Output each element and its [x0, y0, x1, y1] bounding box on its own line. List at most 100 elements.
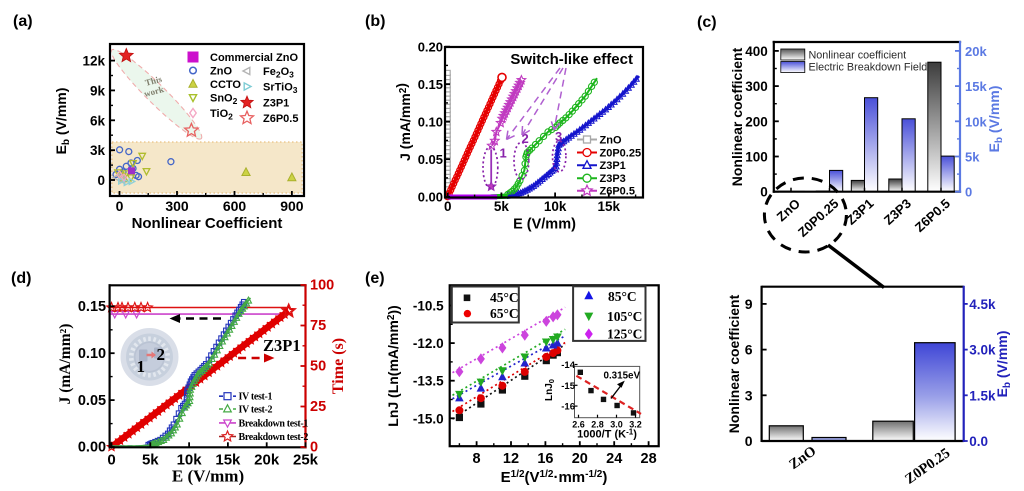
svg-text:(b): (b) [365, 13, 385, 30]
svg-text:3: 3 [745, 387, 753, 403]
svg-text:50: 50 [310, 359, 326, 375]
svg-text:900: 900 [280, 198, 304, 214]
svg-text:-15.0: -15.0 [413, 411, 444, 426]
svg-text:(e): (e) [365, 270, 385, 287]
svg-text:Z0P0.25: Z0P0.25 [902, 445, 953, 487]
svg-text:Z0P0.25: Z0P0.25 [600, 148, 642, 160]
svg-text:(d): (d) [11, 270, 31, 287]
svg-text:ZnO: ZnO [774, 196, 803, 225]
svg-text:LnJ0: LnJ0 [544, 379, 556, 401]
svg-text:Breakdown test-2: Breakdown test-2 [239, 432, 309, 443]
svg-text:25k: 25k [293, 452, 319, 469]
svg-text:0.20: 0.20 [418, 40, 443, 55]
svg-text:Eb (V/mm): Eb (V/mm) [986, 86, 1005, 153]
svg-text:0: 0 [760, 185, 768, 200]
svg-text:20k: 20k [965, 44, 987, 59]
svg-text:Z3P1: Z3P1 [843, 196, 876, 228]
svg-text:9k: 9k [90, 83, 106, 98]
svg-text:-10.5: -10.5 [413, 299, 444, 314]
svg-text:6k: 6k [90, 113, 106, 128]
svg-text:1: 1 [137, 357, 146, 376]
svg-text:200: 200 [745, 114, 768, 129]
svg-text:3.0k: 3.0k [969, 343, 996, 358]
svg-text:0: 0 [965, 185, 972, 200]
svg-text:Nonlinear Coefficient: Nonlinear Coefficient [132, 215, 283, 232]
svg-text:0: 0 [444, 199, 452, 214]
svg-text:20: 20 [572, 451, 588, 467]
svg-text:0.315eV: 0.315eV [604, 371, 641, 382]
svg-text:0: 0 [745, 433, 753, 449]
svg-text:0.10: 0.10 [78, 346, 106, 362]
svg-text:0: 0 [310, 440, 318, 456]
svg-text:3: 3 [555, 129, 562, 144]
svg-text:3.2: 3.2 [629, 420, 642, 430]
svg-text:0: 0 [107, 452, 115, 469]
svg-text:0.15: 0.15 [418, 77, 443, 92]
svg-text:3k: 3k [90, 143, 106, 158]
svg-text:300: 300 [165, 198, 189, 214]
svg-text:Z6P0.5: Z6P0.5 [263, 113, 298, 125]
svg-text:4.5k: 4.5k [969, 297, 996, 312]
svg-text:0.10: 0.10 [418, 115, 443, 130]
svg-text:1.5k: 1.5k [969, 388, 996, 403]
svg-text:Z6P0.5: Z6P0.5 [912, 196, 953, 235]
svg-text:0: 0 [116, 198, 124, 214]
svg-text:Fe2O3: Fe2O3 [263, 66, 294, 80]
svg-text:E (V/mm): E (V/mm) [172, 467, 244, 486]
svg-text:IV test-1: IV test-1 [239, 392, 273, 403]
svg-text:0.00: 0.00 [418, 190, 443, 205]
svg-text:E1/2(V1/2·mm-1/2): E1/2(V1/2·mm-1/2) [501, 469, 608, 486]
svg-text:Eb (V/mm): Eb (V/mm) [53, 88, 72, 155]
svg-text:-14: -14 [561, 360, 575, 371]
svg-text:5k: 5k [142, 452, 159, 469]
svg-text:16: 16 [537, 451, 553, 467]
svg-text:105°C: 105°C [607, 309, 642, 324]
svg-text:85°C: 85°C [608, 289, 637, 304]
svg-text:Z3P1: Z3P1 [263, 98, 289, 110]
svg-text:2.6: 2.6 [572, 420, 585, 430]
svg-text:-16: -16 [561, 402, 575, 413]
svg-text:Eb (V/mm): Eb (V/mm) [994, 331, 1013, 398]
svg-text:IV test-2: IV test-2 [239, 405, 273, 416]
svg-text:Z3P1: Z3P1 [263, 336, 301, 355]
svg-text:ZnO: ZnO [786, 443, 819, 473]
svg-text:75: 75 [310, 318, 326, 334]
svg-text:10k: 10k [965, 114, 987, 129]
svg-text:9: 9 [745, 296, 753, 312]
svg-text:125°C: 125°C [607, 327, 642, 342]
svg-text:CCTO: CCTO [210, 79, 241, 91]
svg-text:400: 400 [745, 44, 768, 59]
svg-text:600: 600 [223, 198, 247, 214]
svg-text:Time (s): Time (s) [330, 338, 347, 394]
svg-text:(c): (c) [697, 14, 717, 31]
svg-text:100: 100 [745, 150, 768, 165]
svg-text:0.15: 0.15 [78, 299, 106, 315]
svg-text:J (mA/mm2): J (mA/mm2) [393, 83, 413, 161]
svg-text:-13.5: -13.5 [413, 374, 444, 389]
svg-text:0.05: 0.05 [418, 152, 443, 167]
svg-text:5k: 5k [965, 150, 980, 165]
svg-text:LnJ (Ln(mA/mm2)): LnJ (Ln(mA/mm2)) [385, 305, 401, 426]
svg-text:0.0: 0.0 [969, 434, 988, 449]
svg-text:0: 0 [97, 173, 105, 188]
svg-text:15k: 15k [215, 452, 241, 469]
svg-text:100: 100 [310, 278, 334, 294]
svg-text:24: 24 [606, 451, 622, 467]
svg-text:ZnO: ZnO [210, 66, 232, 78]
svg-text:Nonlinear coefficient: Nonlinear coefficient [729, 47, 745, 186]
svg-text:25: 25 [310, 399, 326, 415]
svg-text:0.00: 0.00 [78, 440, 106, 456]
svg-text:2.8: 2.8 [591, 420, 604, 430]
svg-text:Z6P0.5: Z6P0.5 [600, 186, 635, 198]
svg-text:Nonlinear coefficient: Nonlinear coefficient [726, 294, 742, 433]
svg-text:6: 6 [745, 342, 753, 358]
svg-text:Z3P1: Z3P1 [600, 160, 626, 172]
svg-text:45°C: 45°C [490, 290, 519, 305]
svg-text:2: 2 [157, 345, 166, 364]
svg-text:28: 28 [641, 451, 657, 467]
svg-text:-12.0: -12.0 [413, 336, 444, 351]
svg-text:8: 8 [473, 451, 481, 467]
svg-text:5k: 5k [494, 199, 510, 214]
svg-text:Commercial ZnO: Commercial ZnO [210, 52, 298, 64]
svg-text:Z3P3: Z3P3 [600, 173, 626, 185]
